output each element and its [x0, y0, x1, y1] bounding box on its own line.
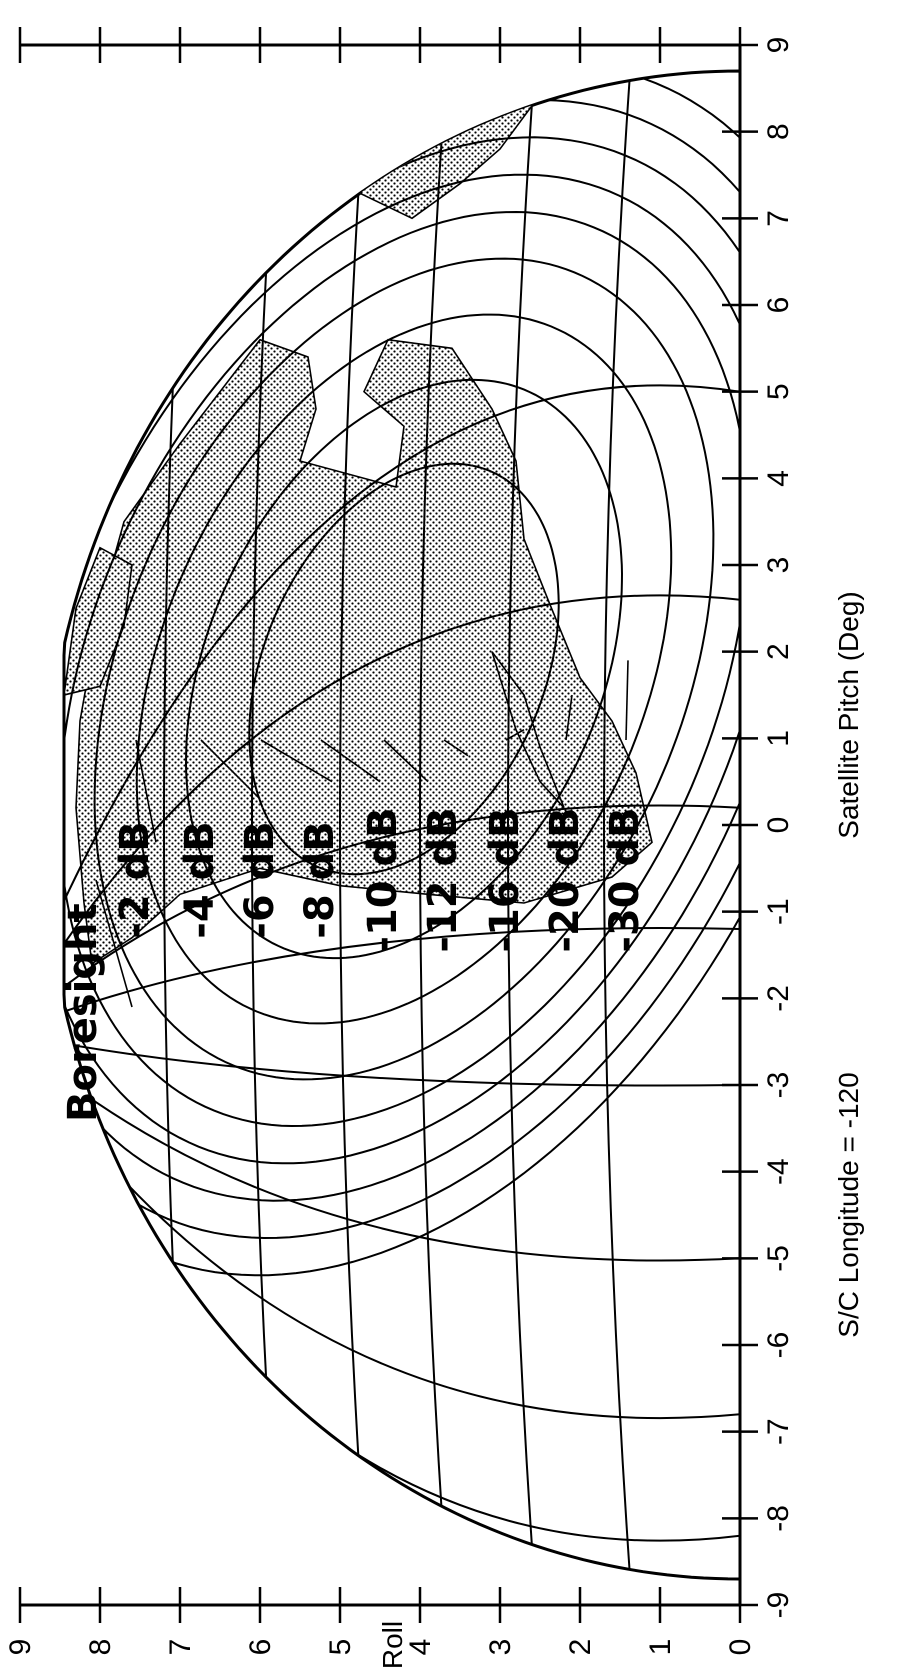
parallel-2 [507, 71, 537, 1579]
y-axis-title: Roll [377, 1621, 408, 1669]
contour-2 [184, 378, 624, 960]
y-tick-label: 7 [164, 1639, 197, 1656]
contour-callouts [135, 660, 629, 843]
contour-label-1: -2 dB [112, 821, 158, 938]
x-axis-title: Satellite Pitch (Deg) [833, 591, 864, 838]
x-tick-label: 1 [762, 730, 795, 747]
callout-line-9 [625, 660, 629, 741]
contour-label-3: -6 dB [237, 821, 283, 938]
contour-4 [93, 257, 715, 1081]
x-tick-label: 2 [762, 643, 795, 660]
contour-label-8: -20 dB [542, 807, 588, 952]
parallel-1 [603, 71, 633, 1579]
y-tick-label: 0 [724, 1639, 757, 1656]
x-axis-ticks: -9 -8 -7 -6 -5 -4 -3 -2 -1 0 1 2 3 4 5 6 7 8 9 [722, 37, 795, 1619]
baja-land [491, 651, 565, 809]
y-tick-label: 2 [564, 1639, 597, 1656]
x-tick-label: 3 [762, 557, 795, 574]
contour-label-5: -10 dB [360, 807, 406, 952]
y-tick-label: 8 [84, 1639, 117, 1656]
x-tick-label: -2 [762, 985, 795, 1012]
callout-line-4 [320, 739, 381, 783]
parallel-4 [339, 71, 369, 1579]
contour-label-7: -16 dB [482, 807, 528, 952]
callout-line-8 [565, 694, 573, 741]
x-tick-label: 4 [762, 470, 795, 487]
contour-1 [248, 462, 560, 876]
contour-label-2: -4 dB [177, 821, 223, 938]
callout-line-7 [505, 728, 525, 741]
parallel-5 [251, 71, 281, 1579]
contour-6 [64, 173, 740, 1165]
y-tick-label: 1 [644, 1639, 677, 1656]
contour-label-4: -8 dB [297, 821, 343, 938]
x-tick-label: 0 [762, 817, 795, 834]
y-tick-label: 6 [244, 1639, 277, 1656]
parallel-3 [419, 71, 449, 1579]
contour-5 [64, 210, 740, 1128]
callout-line-1 [135, 739, 157, 843]
x-tick-label: 6 [762, 297, 795, 314]
x-tick-label: 9 [762, 37, 795, 54]
x-tick-label: 5 [762, 383, 795, 400]
callout-line-2 [200, 739, 261, 800]
callout-line-5 [383, 739, 429, 783]
x-tick-label: -8 [762, 1505, 795, 1532]
callout-line-3 [260, 739, 333, 783]
boresight-marker [95, 879, 133, 1008]
contour-label-6: -12 dB [420, 807, 466, 952]
x-tick-label: -6 [762, 1332, 795, 1359]
meridian-8 [64, 384, 740, 1002]
x-tick-label: -3 [762, 1072, 795, 1099]
x-tick-label: 7 [762, 210, 795, 227]
x-tick-label: -5 [762, 1245, 795, 1272]
x-tick-label: -4 [762, 1158, 795, 1185]
y-tick-label: 3 [484, 1639, 517, 1656]
x-tick-label: 8 [762, 123, 795, 140]
y-axis-ticks: 0 1 2 3 4 5 6 7 8 9 [4, 27, 757, 1655]
x-tick-label: -7 [762, 1418, 795, 1445]
boresight-label: Boresight [60, 903, 106, 1122]
contour-labels: -2 dB -4 dB -6 dB -8 dB -10 dB -12 dB -16 dB -2… [112, 807, 648, 952]
x-tick-label: -9 [762, 1592, 795, 1619]
contour-label-9: -30 dB [602, 807, 648, 952]
y-tick-label: 4 [404, 1639, 437, 1656]
contour-3 [135, 313, 673, 1025]
y-tick-label: 5 [324, 1639, 357, 1656]
meridian-3 [64, 1043, 740, 1262]
y-tick-label: 9 [4, 1639, 37, 1656]
x-tick-label: -1 [762, 898, 795, 925]
callout-line-6 [443, 739, 469, 757]
subtitle: S/C Longitude = -120 [833, 1072, 864, 1337]
